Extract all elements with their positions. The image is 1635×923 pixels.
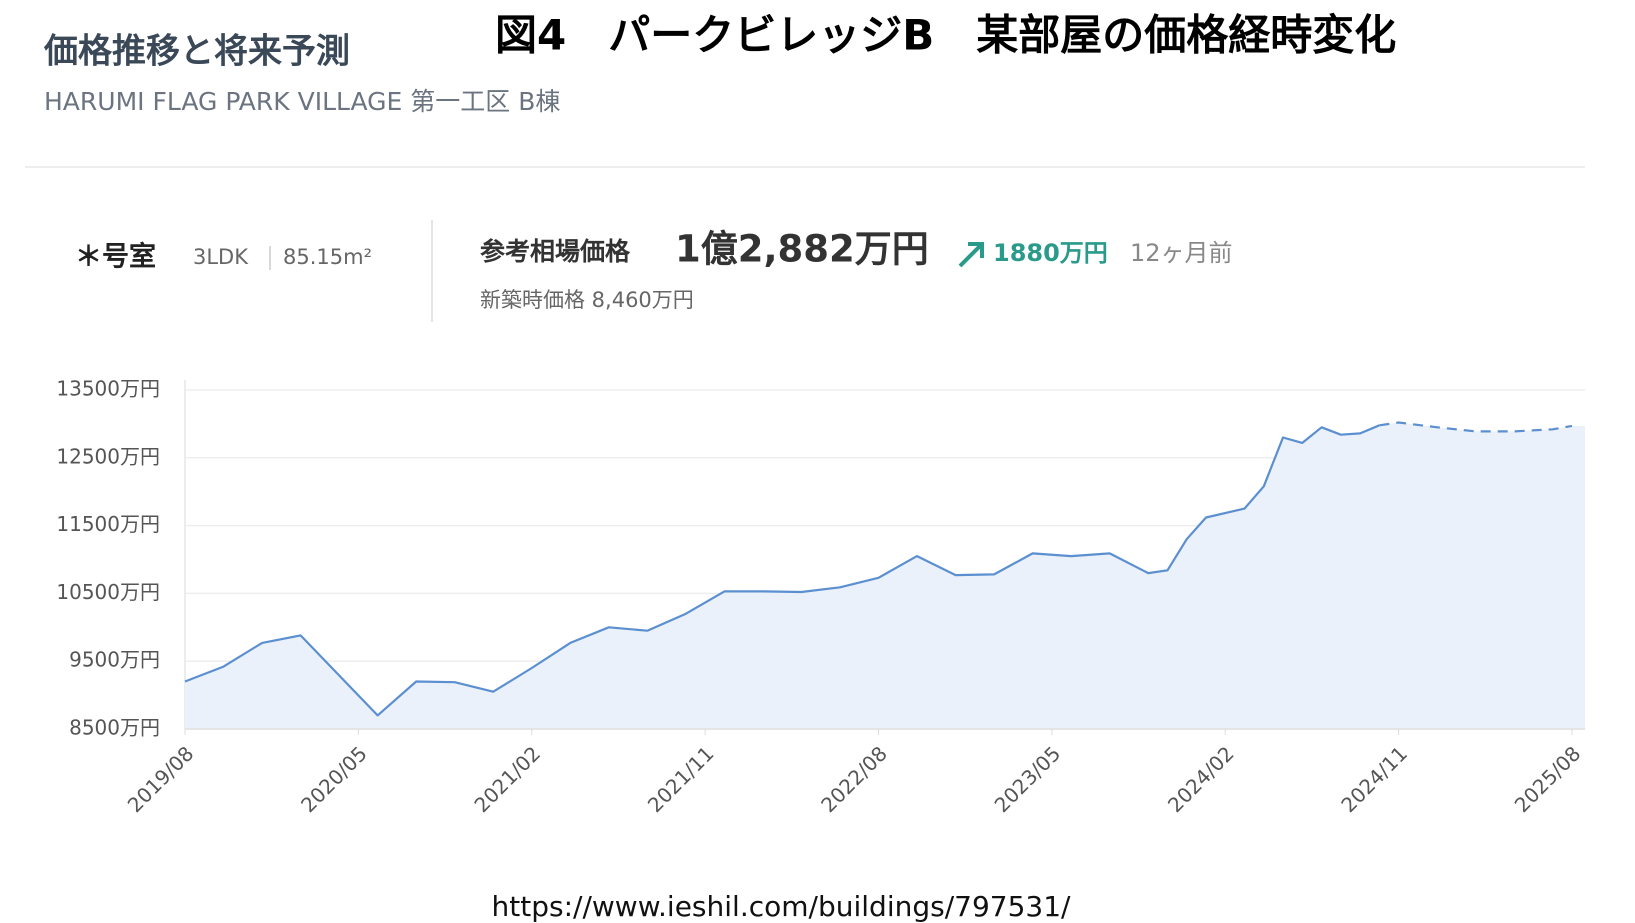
y-tick-label: 12500万円 [56,444,160,468]
x-tick-label: 2021/02 [469,741,545,817]
x-tick-label: 2025/08 [1510,741,1586,817]
y-tick-label: 8500万円 [69,716,160,740]
x-tick-label: 2019/08 [123,741,199,817]
price: 1億2,882万円 [675,228,929,271]
header-title: 価格推移と将来予測 [43,32,350,72]
area: 85.15m² [283,245,372,269]
change-period: 12ヶ月前 [1130,239,1233,267]
y-tick-label: 10500万円 [56,580,160,604]
y-tick-label: 9500万円 [69,648,160,672]
x-tick-label: 2020/05 [296,741,372,817]
x-tick-label: 2023/05 [990,741,1066,817]
header-subtitle: HARUMI FLAG PARK VILLAGE 第一工区 B棟 [44,87,560,116]
area [185,425,1380,729]
up-arrow-icon [958,242,984,268]
line [1379,421,1573,433]
x-tick-label: 2022/08 [816,741,892,817]
area [1379,422,1585,729]
x-tick-label: 2024/02 [1163,741,1239,817]
line [184,424,1380,717]
new-price: 新築時価格 8,460万円 [480,288,694,312]
y-tick-label: 13500万円 [56,377,160,401]
layout: 3LDK [193,245,249,269]
source-url: https://www.ieshil.com/buildings/797531/ [492,890,1071,923]
price-change: 1880万円 [993,239,1108,267]
x-tick-label: 2021/11 [643,741,719,817]
y-tick-label: 11500万円 [56,512,160,536]
figure-title: 図4 パークビレッジB 某部屋の価格経時変化 [495,11,1396,60]
room: ＊号室 [75,241,156,273]
x-tick-label: 2024/11 [1336,741,1412,817]
price-label: 参考相場価格 [480,237,631,266]
